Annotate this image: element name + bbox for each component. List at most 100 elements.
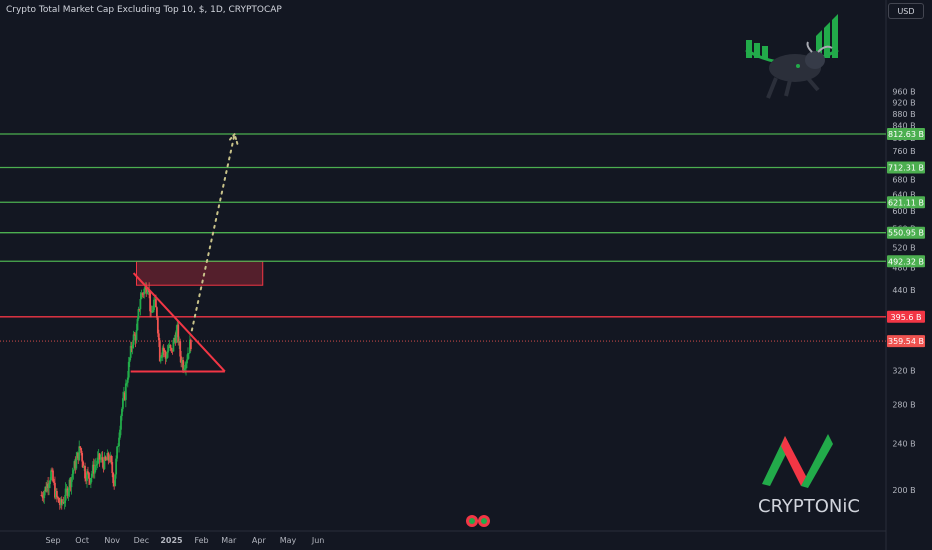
candle [162, 344, 165, 358]
candle [66, 486, 69, 499]
candle [65, 484, 68, 493]
candle [178, 336, 181, 349]
candle [186, 354, 188, 369]
candle [88, 472, 90, 486]
candle [188, 353, 190, 359]
candle [124, 379, 127, 408]
brand-wordmark: CRYPTONiC [758, 496, 860, 517]
level-badge-label: 492.32 B [888, 257, 924, 266]
candle [95, 460, 98, 471]
candle [150, 305, 152, 318]
candle [173, 334, 176, 344]
candle [79, 445, 82, 451]
current-price-badge [887, 335, 925, 348]
candle [189, 338, 192, 352]
candle [47, 476, 50, 496]
compare-icon[interactable] [466, 515, 490, 527]
candle [108, 454, 111, 463]
candle [99, 454, 102, 463]
candle [92, 458, 95, 479]
level-badge [887, 310, 925, 323]
candle [126, 370, 129, 388]
candle [158, 337, 161, 362]
candle [116, 445, 118, 462]
x-tick-label: Oct [75, 536, 89, 545]
candle [170, 347, 173, 353]
candle [76, 451, 79, 459]
level-badge [887, 226, 925, 239]
candle [152, 305, 154, 313]
y-tick-label: 320 B [892, 367, 915, 376]
candle [129, 341, 132, 361]
candle [75, 451, 78, 471]
candle [96, 451, 99, 469]
candle [40, 491, 43, 497]
candle [50, 468, 52, 482]
resistance-zone [136, 260, 264, 286]
candle [180, 350, 183, 368]
candle [98, 452, 101, 467]
candle [90, 471, 93, 482]
candle [121, 407, 123, 421]
level-badge [887, 128, 925, 141]
candle [149, 292, 151, 318]
candle [85, 473, 87, 485]
level-badge-label: 812.63 B [888, 130, 924, 139]
candle [109, 451, 112, 464]
candle [68, 477, 71, 498]
candle [100, 451, 103, 463]
candle [125, 380, 128, 386]
candle [179, 338, 182, 363]
candle [164, 350, 167, 365]
y-tick-label: 880 B [892, 110, 915, 119]
level-badge-label: 712.31 B [888, 163, 924, 172]
candle [115, 455, 118, 479]
candle [135, 323, 138, 344]
candle [88, 478, 91, 485]
x-tick-label: Nov [104, 536, 120, 545]
candle [104, 455, 107, 462]
candle [176, 319, 179, 338]
candle [61, 499, 64, 506]
candle [111, 456, 114, 478]
candle [153, 297, 155, 313]
candle [53, 478, 55, 486]
candle [185, 361, 187, 376]
currency-selector[interactable]: USD [888, 3, 924, 19]
candle [142, 292, 145, 299]
candle [106, 449, 109, 461]
candle [175, 325, 178, 344]
candle [122, 386, 125, 402]
chart-title: Crypto Total Market Cap Excluding Top 10… [6, 5, 282, 15]
cryptonic-logo-icon [762, 434, 833, 488]
candle [63, 495, 66, 510]
candle [127, 356, 130, 380]
candle [71, 467, 74, 482]
candle [94, 458, 97, 473]
candle [159, 356, 162, 364]
candle [110, 454, 113, 465]
triangle-upper-line [132, 272, 226, 373]
x-tick-label: Jun [311, 536, 325, 545]
candle [156, 315, 159, 338]
candle [160, 352, 163, 359]
candle [80, 447, 83, 456]
x-tick-label: Mar [221, 536, 237, 545]
candle [139, 292, 142, 316]
y-tick-label: 600 B [892, 207, 915, 216]
candle [161, 345, 164, 362]
candle [172, 337, 175, 352]
candle [55, 488, 58, 503]
candle [107, 451, 110, 465]
candle [57, 497, 60, 504]
level-badge [887, 161, 925, 174]
x-tick-label: Dec [134, 536, 149, 545]
candle [141, 292, 144, 298]
candle [113, 480, 116, 490]
candle [101, 451, 104, 468]
y-tick-label: 960 B [892, 88, 915, 97]
candle [168, 340, 171, 348]
candle [120, 414, 122, 436]
y-tick-label: 920 B [892, 99, 915, 108]
